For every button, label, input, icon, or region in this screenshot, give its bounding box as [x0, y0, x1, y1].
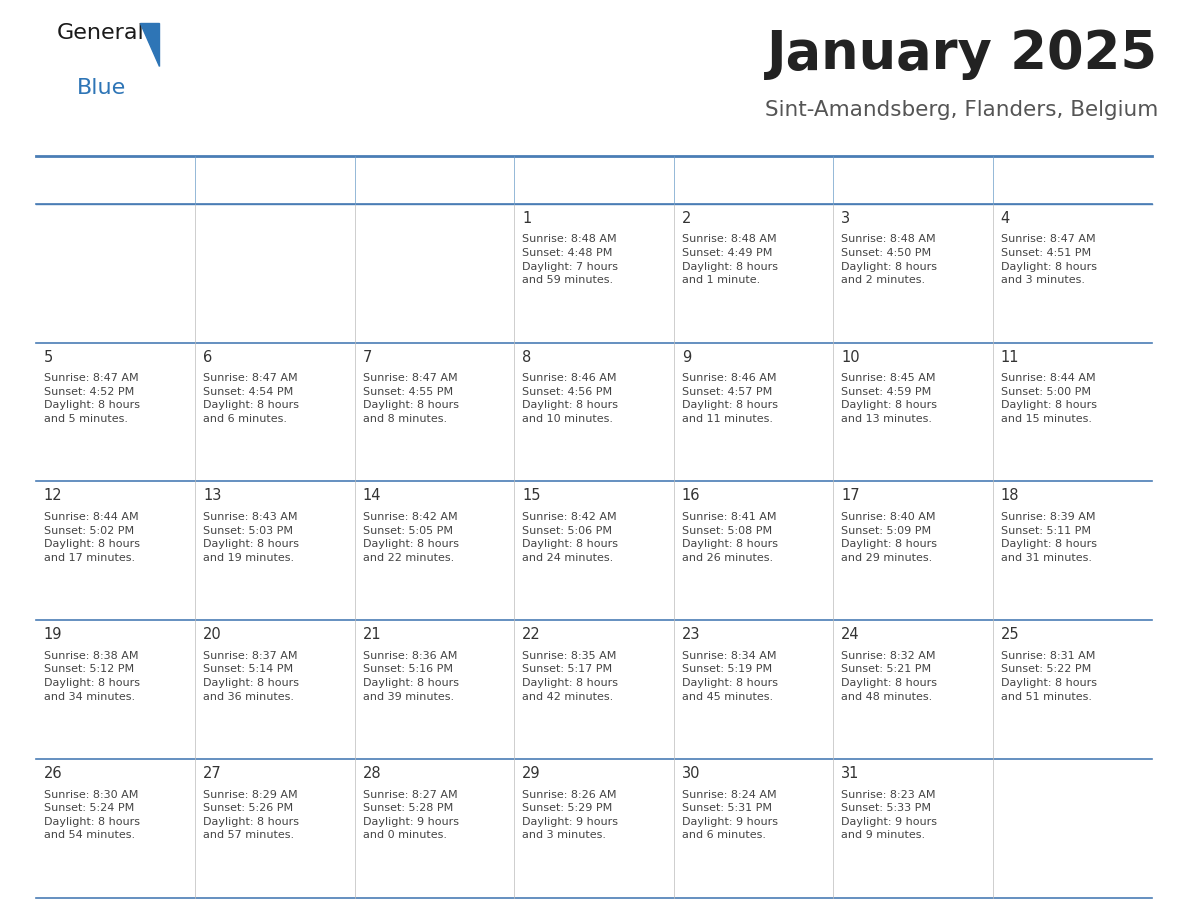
Text: Sunrise: 8:47 AM
Sunset: 4:54 PM
Daylight: 8 hours
and 6 minutes.: Sunrise: 8:47 AM Sunset: 4:54 PM Dayligh…: [203, 373, 299, 424]
Text: Sunrise: 8:46 AM
Sunset: 4:56 PM
Daylight: 8 hours
and 10 minutes.: Sunrise: 8:46 AM Sunset: 4:56 PM Dayligh…: [523, 373, 618, 424]
Text: Sunrise: 8:45 AM
Sunset: 4:59 PM
Daylight: 8 hours
and 13 minutes.: Sunrise: 8:45 AM Sunset: 4:59 PM Dayligh…: [841, 373, 937, 424]
Text: 6: 6: [203, 350, 213, 364]
Text: 4: 4: [1000, 211, 1010, 226]
Text: Sunrise: 8:48 AM
Sunset: 4:48 PM
Daylight: 7 hours
and 59 minutes.: Sunrise: 8:48 AM Sunset: 4:48 PM Dayligh…: [523, 234, 618, 285]
Text: Sunrise: 8:42 AM
Sunset: 5:05 PM
Daylight: 8 hours
and 22 minutes.: Sunrise: 8:42 AM Sunset: 5:05 PM Dayligh…: [362, 512, 459, 563]
Text: 12: 12: [44, 488, 62, 503]
Text: Sunrise: 8:47 AM
Sunset: 4:52 PM
Daylight: 8 hours
and 5 minutes.: Sunrise: 8:47 AM Sunset: 4:52 PM Dayligh…: [44, 373, 140, 424]
Text: 23: 23: [682, 627, 700, 642]
Text: Saturday: Saturday: [1003, 173, 1076, 187]
Text: Monday: Monday: [204, 173, 270, 187]
Text: 10: 10: [841, 350, 860, 364]
Text: Sunrise: 8:48 AM
Sunset: 4:50 PM
Daylight: 8 hours
and 2 minutes.: Sunrise: 8:48 AM Sunset: 4:50 PM Dayligh…: [841, 234, 937, 285]
Text: Sunrise: 8:31 AM
Sunset: 5:22 PM
Daylight: 8 hours
and 51 minutes.: Sunrise: 8:31 AM Sunset: 5:22 PM Dayligh…: [1000, 651, 1097, 701]
Text: Sunrise: 8:41 AM
Sunset: 5:08 PM
Daylight: 8 hours
and 26 minutes.: Sunrise: 8:41 AM Sunset: 5:08 PM Dayligh…: [682, 512, 778, 563]
Text: Tuesday: Tuesday: [365, 173, 431, 187]
Text: 15: 15: [523, 488, 541, 503]
Text: 24: 24: [841, 627, 860, 642]
Text: General: General: [57, 23, 145, 43]
Text: Friday: Friday: [842, 173, 893, 187]
Text: 16: 16: [682, 488, 700, 503]
Text: Thursday: Thursday: [683, 173, 759, 187]
Text: 3: 3: [841, 211, 851, 226]
Text: Sunrise: 8:23 AM
Sunset: 5:33 PM
Daylight: 9 hours
and 9 minutes.: Sunrise: 8:23 AM Sunset: 5:33 PM Dayligh…: [841, 789, 937, 840]
Text: 31: 31: [841, 766, 860, 781]
Text: 18: 18: [1000, 488, 1019, 503]
Text: 8: 8: [523, 350, 531, 364]
Text: Sunrise: 8:48 AM
Sunset: 4:49 PM
Daylight: 8 hours
and 1 minute.: Sunrise: 8:48 AM Sunset: 4:49 PM Dayligh…: [682, 234, 778, 285]
Text: 9: 9: [682, 350, 691, 364]
Text: Sunrise: 8:47 AM
Sunset: 4:55 PM
Daylight: 8 hours
and 8 minutes.: Sunrise: 8:47 AM Sunset: 4:55 PM Dayligh…: [362, 373, 459, 424]
Text: 7: 7: [362, 350, 372, 364]
Text: Sunrise: 8:32 AM
Sunset: 5:21 PM
Daylight: 8 hours
and 48 minutes.: Sunrise: 8:32 AM Sunset: 5:21 PM Dayligh…: [841, 651, 937, 701]
Text: 28: 28: [362, 766, 381, 781]
Text: Sunrise: 8:36 AM
Sunset: 5:16 PM
Daylight: 8 hours
and 39 minutes.: Sunrise: 8:36 AM Sunset: 5:16 PM Dayligh…: [362, 651, 459, 701]
Text: 11: 11: [1000, 350, 1019, 364]
Text: Sunrise: 8:24 AM
Sunset: 5:31 PM
Daylight: 9 hours
and 6 minutes.: Sunrise: 8:24 AM Sunset: 5:31 PM Dayligh…: [682, 789, 778, 840]
Text: 20: 20: [203, 627, 222, 642]
Text: Sunrise: 8:30 AM
Sunset: 5:24 PM
Daylight: 8 hours
and 54 minutes.: Sunrise: 8:30 AM Sunset: 5:24 PM Dayligh…: [44, 789, 140, 840]
Text: Sunrise: 8:34 AM
Sunset: 5:19 PM
Daylight: 8 hours
and 45 minutes.: Sunrise: 8:34 AM Sunset: 5:19 PM Dayligh…: [682, 651, 778, 701]
Text: 13: 13: [203, 488, 221, 503]
Text: Sint-Amandsberg, Flanders, Belgium: Sint-Amandsberg, Flanders, Belgium: [765, 100, 1158, 120]
Text: Sunrise: 8:40 AM
Sunset: 5:09 PM
Daylight: 8 hours
and 29 minutes.: Sunrise: 8:40 AM Sunset: 5:09 PM Dayligh…: [841, 512, 937, 563]
Text: Sunrise: 8:35 AM
Sunset: 5:17 PM
Daylight: 8 hours
and 42 minutes.: Sunrise: 8:35 AM Sunset: 5:17 PM Dayligh…: [523, 651, 618, 701]
Text: Sunrise: 8:29 AM
Sunset: 5:26 PM
Daylight: 8 hours
and 57 minutes.: Sunrise: 8:29 AM Sunset: 5:26 PM Dayligh…: [203, 789, 299, 840]
Text: Sunrise: 8:42 AM
Sunset: 5:06 PM
Daylight: 8 hours
and 24 minutes.: Sunrise: 8:42 AM Sunset: 5:06 PM Dayligh…: [523, 512, 618, 563]
Text: Wednesday: Wednesday: [524, 173, 619, 187]
Text: 30: 30: [682, 766, 700, 781]
Text: 29: 29: [523, 766, 541, 781]
Text: 19: 19: [44, 627, 62, 642]
Text: January 2025: January 2025: [767, 28, 1158, 80]
Text: 26: 26: [44, 766, 62, 781]
Text: Sunrise: 8:27 AM
Sunset: 5:28 PM
Daylight: 9 hours
and 0 minutes.: Sunrise: 8:27 AM Sunset: 5:28 PM Dayligh…: [362, 789, 459, 840]
Text: Sunrise: 8:37 AM
Sunset: 5:14 PM
Daylight: 8 hours
and 36 minutes.: Sunrise: 8:37 AM Sunset: 5:14 PM Dayligh…: [203, 651, 299, 701]
Text: Sunrise: 8:44 AM
Sunset: 5:02 PM
Daylight: 8 hours
and 17 minutes.: Sunrise: 8:44 AM Sunset: 5:02 PM Dayligh…: [44, 512, 140, 563]
Text: Sunrise: 8:46 AM
Sunset: 4:57 PM
Daylight: 8 hours
and 11 minutes.: Sunrise: 8:46 AM Sunset: 4:57 PM Dayligh…: [682, 373, 778, 424]
Text: 5: 5: [44, 350, 53, 364]
Text: Sunrise: 8:39 AM
Sunset: 5:11 PM
Daylight: 8 hours
and 31 minutes.: Sunrise: 8:39 AM Sunset: 5:11 PM Dayligh…: [1000, 512, 1097, 563]
Text: Blue: Blue: [77, 78, 126, 98]
Text: Sunday: Sunday: [45, 173, 106, 187]
Text: Sunrise: 8:26 AM
Sunset: 5:29 PM
Daylight: 9 hours
and 3 minutes.: Sunrise: 8:26 AM Sunset: 5:29 PM Dayligh…: [523, 789, 618, 840]
Text: Sunrise: 8:44 AM
Sunset: 5:00 PM
Daylight: 8 hours
and 15 minutes.: Sunrise: 8:44 AM Sunset: 5:00 PM Dayligh…: [1000, 373, 1097, 424]
Text: 22: 22: [523, 627, 541, 642]
Text: 14: 14: [362, 488, 381, 503]
Text: 25: 25: [1000, 627, 1019, 642]
Text: 2: 2: [682, 211, 691, 226]
Text: Sunrise: 8:47 AM
Sunset: 4:51 PM
Daylight: 8 hours
and 3 minutes.: Sunrise: 8:47 AM Sunset: 4:51 PM Dayligh…: [1000, 234, 1097, 285]
Text: 1: 1: [523, 211, 531, 226]
Text: 21: 21: [362, 627, 381, 642]
Polygon shape: [140, 23, 159, 65]
Text: 27: 27: [203, 766, 222, 781]
Text: 17: 17: [841, 488, 860, 503]
Text: Sunrise: 8:38 AM
Sunset: 5:12 PM
Daylight: 8 hours
and 34 minutes.: Sunrise: 8:38 AM Sunset: 5:12 PM Dayligh…: [44, 651, 140, 701]
Text: Sunrise: 8:43 AM
Sunset: 5:03 PM
Daylight: 8 hours
and 19 minutes.: Sunrise: 8:43 AM Sunset: 5:03 PM Dayligh…: [203, 512, 299, 563]
